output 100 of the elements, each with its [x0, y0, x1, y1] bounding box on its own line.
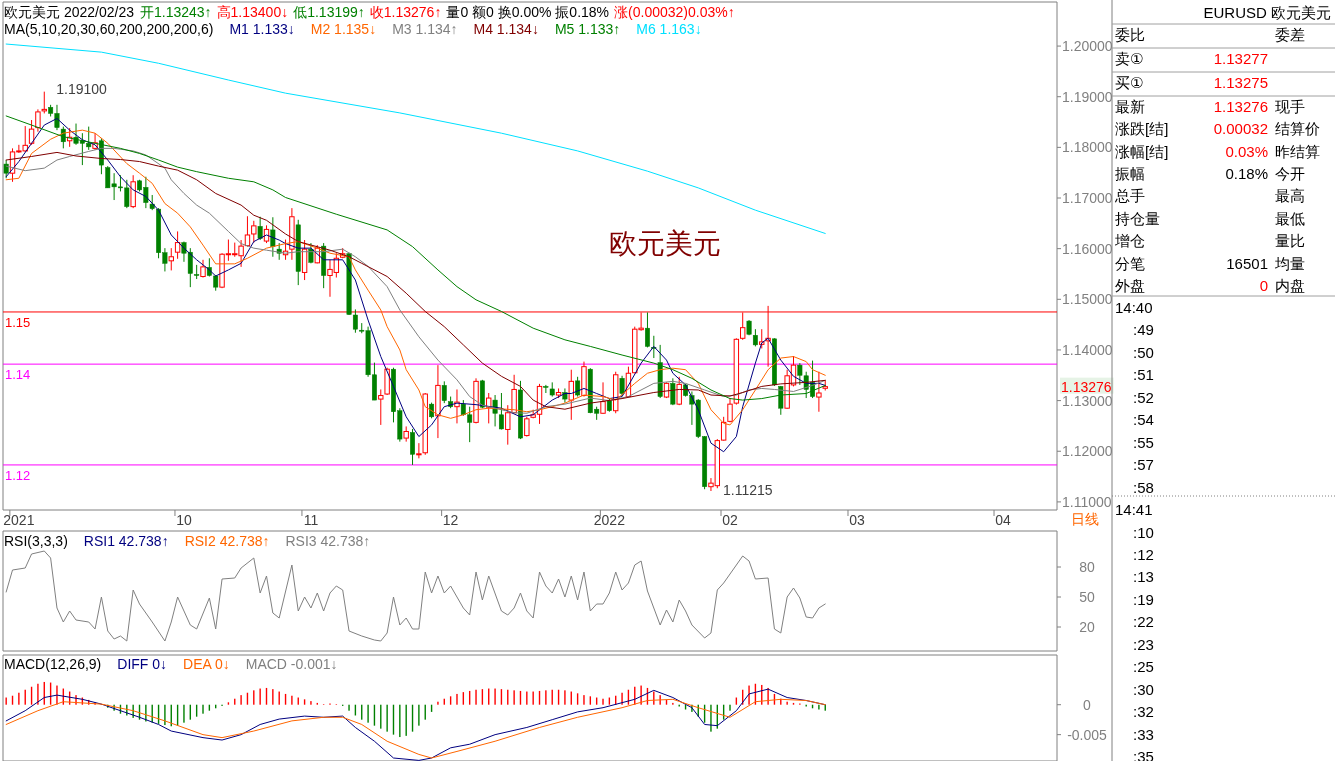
text: 结算价 [1275, 120, 1320, 137]
text: 现手 [1275, 98, 1305, 115]
text: 1.13277 [1213, 50, 1268, 67]
text: 0 [1259, 277, 1268, 294]
text: M4 1.134↓ [473, 21, 539, 37]
x-tick-label: 02 [722, 512, 738, 528]
x-tick-label: 2021 [3, 512, 35, 528]
y-tick-label: 1.20000 [1062, 38, 1113, 55]
y-tick-label: 1.15000 [1062, 291, 1113, 308]
x-tick-label: 2022 [593, 512, 626, 528]
y-tick-label: 1.16000 [1062, 240, 1113, 257]
annotation: RSI1 42.738↑ [83, 533, 169, 549]
y-tick-label: 20 [1079, 619, 1095, 635]
text: 外盘 [1115, 277, 1145, 294]
y-tick-label: 1.17000 [1062, 190, 1113, 207]
annotation: 涨(0.00032)0.03%↑ [614, 4, 735, 20]
x-tick-label: 12 [442, 512, 459, 528]
y-tick-label: 1.14000 [1062, 341, 1113, 358]
text: 委比 [1115, 26, 1145, 43]
text: 分笔 [1115, 255, 1145, 272]
text: 1.13275 [1213, 74, 1268, 91]
x-tick-label: 11 [303, 512, 319, 528]
text: :25 [1133, 658, 1154, 676]
annotation: 量0 额0 换0.00% 振0.18% [446, 4, 610, 20]
text: :10 [1133, 523, 1154, 541]
text: 涨跌[结] [1115, 120, 1169, 137]
text: 持仓量 [1115, 210, 1160, 227]
text: 日线 [1071, 511, 1099, 527]
text: :50 [1133, 343, 1154, 361]
y-tick-label: 0 [1083, 696, 1092, 713]
text: 最高 [1275, 187, 1305, 204]
legend-title: RSI(3,3,3) [4, 533, 68, 549]
x-tick-label: 04 [995, 512, 1012, 528]
annotation: 1.19100 [56, 80, 108, 97]
text: :22 [1133, 613, 1154, 631]
series-label: MACD -0.001↓ [245, 656, 338, 672]
text: M3 1.134↑ [392, 21, 458, 37]
text: 内盘 [1275, 277, 1305, 294]
y-tick-label: 1.12000 [1062, 443, 1113, 460]
text: 0.03% [1225, 143, 1268, 160]
text: 卖① [1115, 50, 1144, 67]
text: 最低 [1275, 210, 1305, 227]
text: M2 1.135↓ [310, 21, 377, 37]
text: :57 [1133, 456, 1154, 474]
annotation: 高1.13400↓ [216, 4, 289, 20]
text: M1 1.133↓ [229, 21, 295, 37]
ref-line-label: 1.15 [5, 314, 31, 330]
text: 16501 [1226, 255, 1268, 272]
legend-title: MA(5,10,20,30,60,200,200,200,6) [4, 21, 214, 37]
text: 1.13276 [1213, 98, 1268, 115]
text: :19 [1133, 590, 1154, 608]
x-tick-label: 03 [849, 512, 865, 528]
text: 14:41 [1115, 501, 1153, 519]
annotation: 1.11215 [722, 482, 773, 499]
text: :51 [1133, 366, 1154, 384]
text: :33 [1133, 725, 1154, 743]
text: 委差 [1275, 26, 1305, 43]
chart-title: 欧元美元 2022/02/23 [4, 4, 135, 20]
ref-line-label: 1.14 [5, 367, 31, 383]
text: :58 [1133, 478, 1154, 496]
text: 今开 [1275, 165, 1305, 182]
text: 涨幅[结] [1115, 143, 1169, 160]
text: :30 [1133, 680, 1154, 698]
text: :49 [1133, 321, 1154, 339]
text: :32 [1133, 703, 1154, 721]
text: :23 [1133, 635, 1154, 653]
text: :13 [1133, 568, 1154, 586]
y-tick-label: 50 [1079, 589, 1095, 605]
text: 0.18% [1225, 165, 1268, 182]
text: M5 1.133↑ [554, 21, 621, 37]
y-tick-label: -0.005 [1067, 726, 1108, 743]
series-label: RSI3 42.738↑ [285, 533, 371, 549]
text: :55 [1133, 433, 1154, 451]
legend-title: MACD(12,26,9) [4, 656, 102, 672]
text: 0.00032 [1213, 120, 1268, 137]
text: :54 [1133, 411, 1154, 429]
text: 最新 [1115, 98, 1145, 115]
text: EURUSD 欧元美元 [1203, 4, 1331, 21]
text: :12 [1133, 545, 1154, 563]
text: DEA 0↓ [183, 656, 230, 672]
text: 振幅 [1115, 165, 1145, 182]
text: 昨结算 [1275, 143, 1320, 160]
y-tick-label: 1.18000 [1062, 139, 1113, 156]
text: 总手 [1114, 187, 1145, 204]
annotation: 低1.13199↑ [293, 4, 365, 20]
annotation: 开1.13243↑ [139, 4, 212, 20]
text: 14:40 [1115, 299, 1153, 316]
text: 均量 [1274, 255, 1305, 272]
ref-line-label: 1.12 [5, 467, 31, 483]
y-tick-label: 1.13000 [1062, 392, 1113, 409]
x-tick-label: 10 [176, 512, 192, 528]
text: 1.13276 [1061, 378, 1112, 395]
text: 量比 [1275, 232, 1305, 249]
y-tick-label: 1.19000 [1062, 88, 1113, 105]
y-tick-label: 80 [1079, 559, 1095, 575]
y-tick-label: 1.11000 [1062, 493, 1112, 510]
annotation: 欧元美元 [609, 228, 721, 259]
text: M6 1.163↓ [636, 21, 702, 37]
text: 买① [1115, 74, 1144, 91]
text: :52 [1133, 388, 1154, 406]
